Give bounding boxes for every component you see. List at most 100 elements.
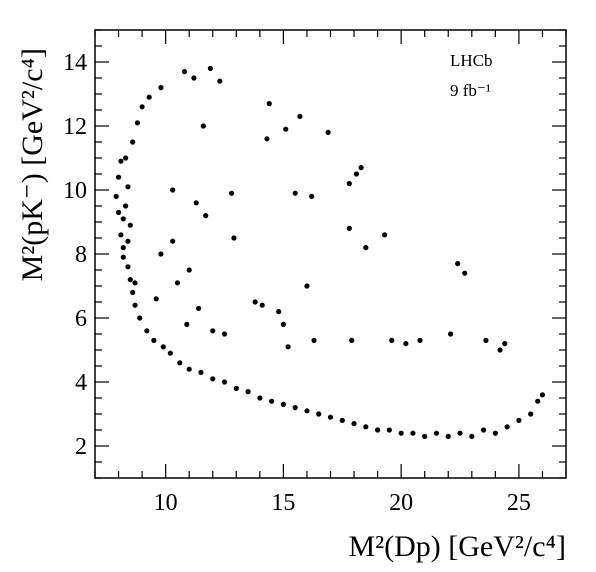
data-point (257, 395, 263, 401)
data-point (186, 366, 192, 372)
data-point (483, 337, 489, 343)
data-point (151, 337, 157, 343)
data-point (297, 113, 303, 119)
data-point (181, 69, 188, 75)
data-point (504, 424, 510, 430)
data-point (492, 430, 498, 436)
data-point (358, 165, 364, 171)
data-point (127, 277, 133, 283)
data-point (170, 187, 176, 193)
plot-frame (94, 29, 567, 479)
data-point (170, 238, 176, 244)
data-point (153, 296, 159, 302)
data-point (252, 299, 258, 305)
data-point (228, 190, 235, 196)
y-tick-label: 4 (75, 370, 87, 396)
data-point (346, 181, 352, 187)
data-point (231, 235, 237, 241)
data-point (311, 337, 317, 343)
data-point (398, 430, 404, 436)
data-point (125, 238, 131, 244)
data-point (160, 344, 166, 350)
data-point (502, 341, 508, 347)
tick-labels: 10 15 20 25 2 4 6 8 10 12 14 (63, 50, 531, 516)
data-point (217, 78, 223, 84)
data-point (433, 430, 440, 436)
data-point (316, 411, 322, 417)
data-point (198, 369, 204, 375)
data-point (144, 328, 150, 334)
data-point (269, 398, 275, 404)
data-point (422, 433, 428, 439)
data-point (403, 341, 409, 347)
data-point (115, 209, 122, 215)
data-point (207, 65, 213, 71)
data-point (539, 392, 546, 398)
data-point (120, 216, 126, 222)
x-tick-label: 25 (507, 490, 531, 516)
data-point (309, 193, 315, 199)
data-point (339, 417, 345, 423)
data-point (448, 331, 454, 337)
data-point (196, 305, 202, 311)
data-point (125, 264, 131, 270)
data-point (118, 232, 124, 238)
data-point (120, 245, 126, 251)
data-point (193, 200, 199, 206)
y-tick-label: 12 (63, 114, 87, 140)
data-point (497, 347, 503, 353)
data-point (203, 213, 209, 219)
data-point (327, 414, 334, 420)
data-point (353, 171, 360, 177)
data-point (516, 417, 522, 423)
data-point (200, 123, 206, 129)
y-tick-label: 10 (63, 178, 87, 204)
data-point (233, 385, 239, 391)
data-point (167, 350, 173, 356)
data-point (221, 379, 228, 385)
data-point (280, 321, 286, 327)
data-point (221, 331, 228, 337)
data-point (130, 289, 136, 295)
experiment-label: LHCb (450, 51, 493, 70)
data-point (259, 302, 265, 308)
data-point (417, 337, 423, 343)
data-point (349, 337, 355, 343)
y-tick-label: 8 (75, 242, 87, 268)
data-point (276, 309, 282, 315)
data-point (363, 245, 369, 251)
data-point (134, 120, 140, 126)
y-tick-label: 2 (75, 434, 87, 460)
data-point (139, 104, 145, 110)
y-tick-label: 14 (63, 50, 87, 76)
data-point (455, 261, 461, 267)
data-point (266, 101, 272, 107)
data-point (304, 408, 310, 414)
data-point (158, 251, 164, 257)
y-tick-label: 6 (75, 306, 87, 332)
data-point (245, 389, 251, 395)
data-point (457, 430, 463, 436)
axis-ticks (94, 29, 567, 479)
data-point (280, 401, 286, 407)
x-tick-label: 20 (389, 490, 413, 516)
data-point (125, 184, 131, 190)
data-point (283, 126, 289, 132)
data-point (210, 376, 216, 382)
data-point (386, 427, 392, 433)
data-point (346, 225, 352, 231)
data-point (137, 315, 143, 321)
data-point (285, 344, 291, 350)
y-axis-title: M²(pK⁻) [GeV²/c⁴] (16, 48, 49, 281)
data-point (292, 190, 298, 196)
data-point (363, 424, 369, 430)
data-point (113, 193, 119, 199)
data-point (210, 328, 216, 334)
data-point (118, 158, 124, 164)
data-point (177, 360, 183, 366)
data-point (174, 280, 181, 286)
data-point (410, 430, 416, 436)
data-point (146, 94, 152, 100)
data-point (480, 427, 487, 433)
